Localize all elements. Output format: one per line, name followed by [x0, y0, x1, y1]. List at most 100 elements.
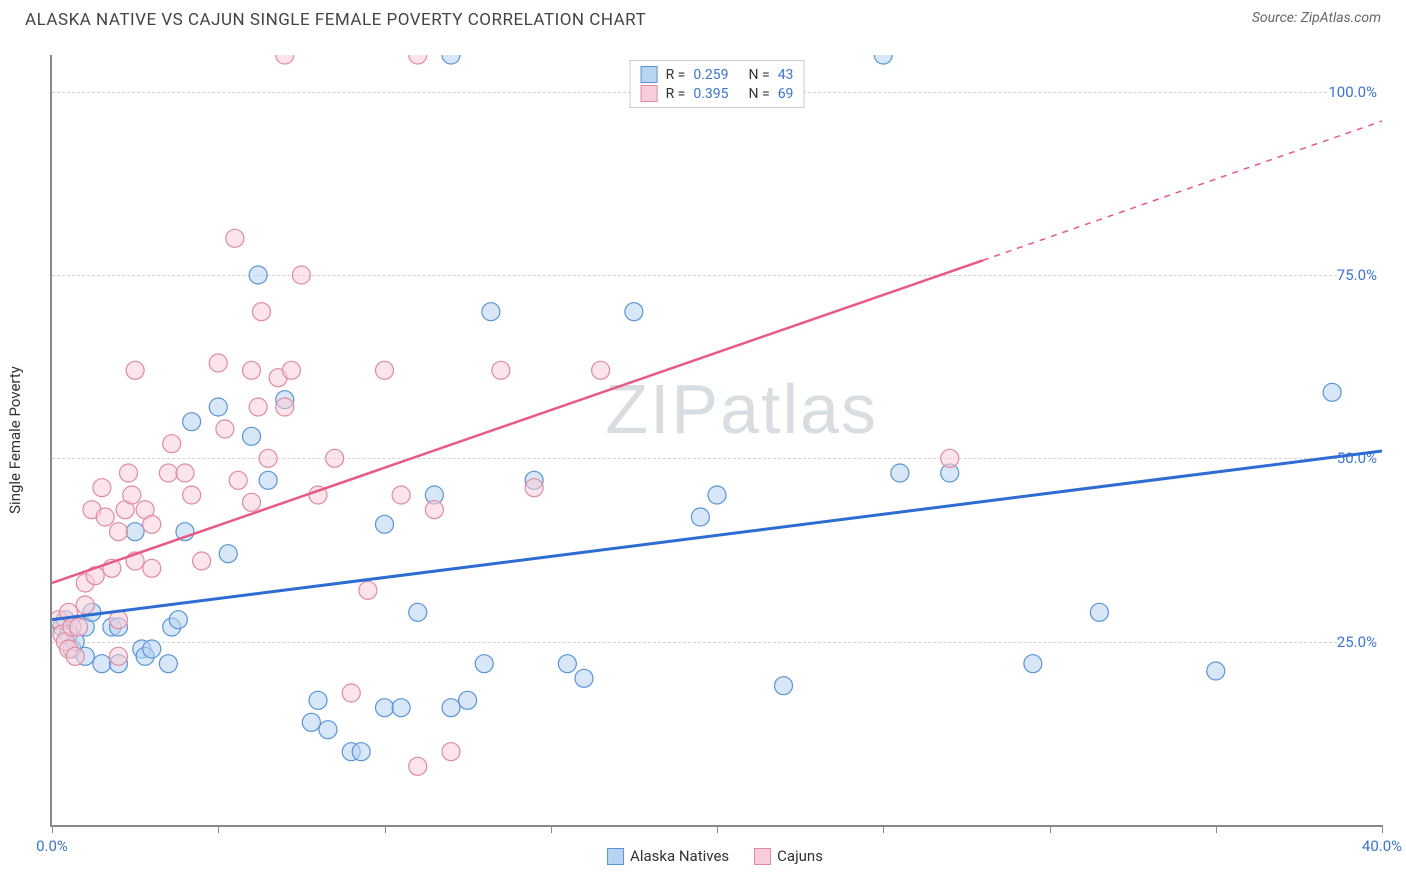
- x-tick: [1382, 825, 1383, 833]
- scatter-point: [193, 552, 211, 570]
- legend-r-value: 0.259: [693, 67, 728, 83]
- scatter-point: [409, 55, 427, 64]
- scatter-point: [376, 361, 394, 379]
- scatter-point: [126, 361, 144, 379]
- scatter-point: [691, 508, 709, 526]
- legend-swatch: [754, 848, 771, 865]
- legend-stat-row: R = 0.259 N = 43: [641, 65, 794, 84]
- scatter-point: [442, 55, 460, 64]
- scatter-point: [169, 611, 187, 629]
- scatter-point: [243, 361, 261, 379]
- scatter-point: [575, 669, 593, 687]
- legend-series: Alaska Natives Cajuns: [607, 847, 823, 865]
- scatter-point: [625, 303, 643, 321]
- legend-n-value: 43: [778, 67, 794, 83]
- legend-r-value: 0.395: [693, 86, 728, 102]
- scatter-point: [243, 493, 261, 511]
- scatter-point: [558, 655, 576, 673]
- scatter-point: [326, 449, 344, 467]
- scatter-point: [409, 757, 427, 775]
- scatter-point: [282, 361, 300, 379]
- scatter-point: [475, 655, 493, 673]
- x-tick: [551, 825, 552, 833]
- x-tick: [717, 825, 718, 833]
- scatter-point: [941, 449, 959, 467]
- scatter-point: [126, 523, 144, 541]
- legend-swatch: [607, 848, 624, 865]
- scatter-point: [96, 508, 114, 526]
- scatter-point: [216, 420, 234, 438]
- scatter-point: [159, 464, 177, 482]
- scatter-point: [176, 464, 194, 482]
- scatter-point: [143, 559, 161, 577]
- scatter-point: [392, 699, 410, 717]
- scatter-point: [110, 647, 128, 665]
- scatter-point: [1207, 662, 1225, 680]
- scatter-point: [259, 449, 277, 467]
- scatter-point: [891, 464, 909, 482]
- plot-region: R = 0.259N = 43R = 0.395N = 69 25.0%50.0…: [50, 55, 1382, 827]
- scatter-point: [93, 479, 111, 497]
- scatter-point: [119, 464, 137, 482]
- legend-n-label: N =: [749, 67, 770, 83]
- scatter-point: [143, 515, 161, 533]
- scatter-point: [342, 684, 360, 702]
- x-tick: [52, 825, 53, 833]
- scatter-point: [93, 655, 111, 673]
- scatter-point: [226, 229, 244, 247]
- scatter-point: [209, 398, 227, 416]
- scatter-point: [252, 303, 270, 321]
- legend-swatch: [641, 85, 658, 102]
- scatter-point: [482, 303, 500, 321]
- scatter-point: [525, 479, 543, 497]
- x-tick-label: 0.0%: [36, 837, 68, 855]
- scatter-point: [183, 413, 201, 431]
- scatter-point: [392, 486, 410, 504]
- scatter-point: [292, 266, 310, 284]
- scatter-point: [352, 743, 370, 761]
- scatter-point: [276, 55, 294, 64]
- scatter-point: [376, 515, 394, 533]
- scatter-point: [708, 486, 726, 504]
- scatter-point: [219, 545, 237, 563]
- scatter-point: [302, 713, 320, 731]
- legend-r-label: R =: [666, 86, 686, 102]
- scatter-point: [874, 55, 892, 64]
- trend-line: [52, 451, 1382, 620]
- scatter-point: [123, 486, 141, 504]
- scatter-point: [143, 640, 161, 658]
- scatter-point: [409, 603, 427, 621]
- scatter-point: [159, 655, 177, 673]
- scatter-point: [66, 647, 84, 665]
- x-tick: [218, 825, 219, 833]
- scatter-point: [70, 618, 88, 636]
- x-tick: [1050, 825, 1051, 833]
- legend-r-label: R =: [666, 67, 686, 83]
- source-attribution: Source: ZipAtlas.com: [1252, 10, 1381, 26]
- legend-correlation: R = 0.259N = 43R = 0.395N = 69: [630, 60, 805, 108]
- trend-line-extrapolated: [983, 121, 1382, 260]
- x-tick: [883, 825, 884, 833]
- scatter-point: [442, 699, 460, 717]
- scatter-point: [319, 721, 337, 739]
- scatter-point: [1323, 383, 1341, 401]
- scatter-point: [243, 427, 261, 445]
- scatter-point: [1090, 603, 1108, 621]
- scatter-point: [249, 266, 267, 284]
- scatter-point: [459, 691, 477, 709]
- legend-series-name: Alaska Natives: [630, 847, 729, 865]
- x-tick-label: 40.0%: [1362, 837, 1402, 855]
- scatter-point: [209, 354, 227, 372]
- legend-n-label: N =: [749, 86, 770, 102]
- scatter-point: [359, 581, 377, 599]
- x-tick: [385, 825, 386, 833]
- legend-series-name: Cajuns: [777, 847, 823, 865]
- scatter-point: [592, 361, 610, 379]
- scatter-point: [183, 486, 201, 504]
- scatter-point: [442, 743, 460, 761]
- legend-series-item: Cajuns: [754, 847, 823, 865]
- legend-stat-row: R = 0.395N = 69: [641, 84, 794, 103]
- scatter-point: [259, 471, 277, 489]
- scatter-point: [309, 691, 327, 709]
- scatter-point: [229, 471, 247, 489]
